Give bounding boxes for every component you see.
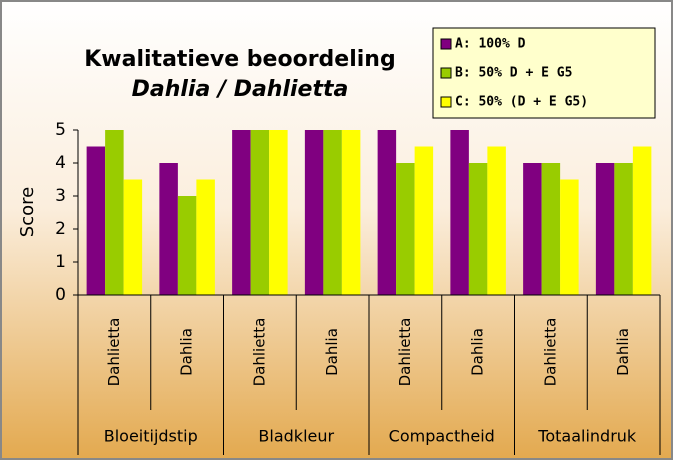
bar <box>123 179 143 295</box>
bar <box>414 146 434 295</box>
bar <box>541 163 561 295</box>
chart-title: Kwalitatieve beoordeling <box>84 47 395 72</box>
y-tick-label: 3 <box>55 186 66 206</box>
x-tick-label: Dahlia <box>469 328 487 376</box>
bar <box>105 130 124 295</box>
x-tick-label: Dahlia <box>614 328 632 376</box>
bar <box>614 163 633 295</box>
legend-label: C: 50% (D + E G5) <box>455 95 588 110</box>
y-tick-label: 4 <box>55 153 66 173</box>
bar <box>250 130 270 295</box>
bar <box>487 146 506 295</box>
bar <box>632 146 652 295</box>
bar <box>523 163 542 295</box>
bar <box>396 163 415 295</box>
y-tick-label: 2 <box>55 219 66 239</box>
group-label: Bladkleur <box>258 427 334 446</box>
x-tick-label: Dahlietta <box>250 318 268 387</box>
bar <box>595 163 615 295</box>
bar <box>86 146 106 295</box>
bar <box>196 179 215 295</box>
bar <box>341 130 361 295</box>
bar <box>450 130 469 295</box>
legend-swatch <box>440 38 452 50</box>
y-tick-label: 1 <box>55 252 66 272</box>
x-tick-label: Dahlietta <box>105 318 123 387</box>
x-tick-label: Dahlietta <box>396 318 414 387</box>
bar <box>232 130 251 295</box>
group-label: Compactheid <box>389 427 495 446</box>
bar <box>323 130 342 295</box>
bar <box>468 163 488 295</box>
chart-subtitle: Dahlia / Dahlietta <box>132 77 349 102</box>
x-tick-label: Dahlietta <box>541 318 559 387</box>
legend-swatch <box>440 96 452 108</box>
legend-label: B: 50% D + E G5 <box>455 66 572 81</box>
legend-swatch <box>440 67 452 79</box>
legend-label: A: 100% D <box>455 37 526 52</box>
bar <box>560 179 579 295</box>
group-label: Bloeitijdstip <box>104 427 198 446</box>
group-label: Totaalindruk <box>537 427 637 446</box>
y-tick-label: 0 <box>55 285 66 305</box>
y-tick-label: 5 <box>55 120 66 140</box>
bar <box>159 163 178 295</box>
legend <box>432 27 656 119</box>
x-tick-label: Dahlia <box>323 328 341 376</box>
bar <box>177 196 197 295</box>
x-tick-label: Dahlia <box>178 328 196 376</box>
y-axis-label: Score <box>17 187 38 237</box>
bar <box>304 130 324 295</box>
bar <box>269 130 288 295</box>
bar <box>377 130 397 295</box>
